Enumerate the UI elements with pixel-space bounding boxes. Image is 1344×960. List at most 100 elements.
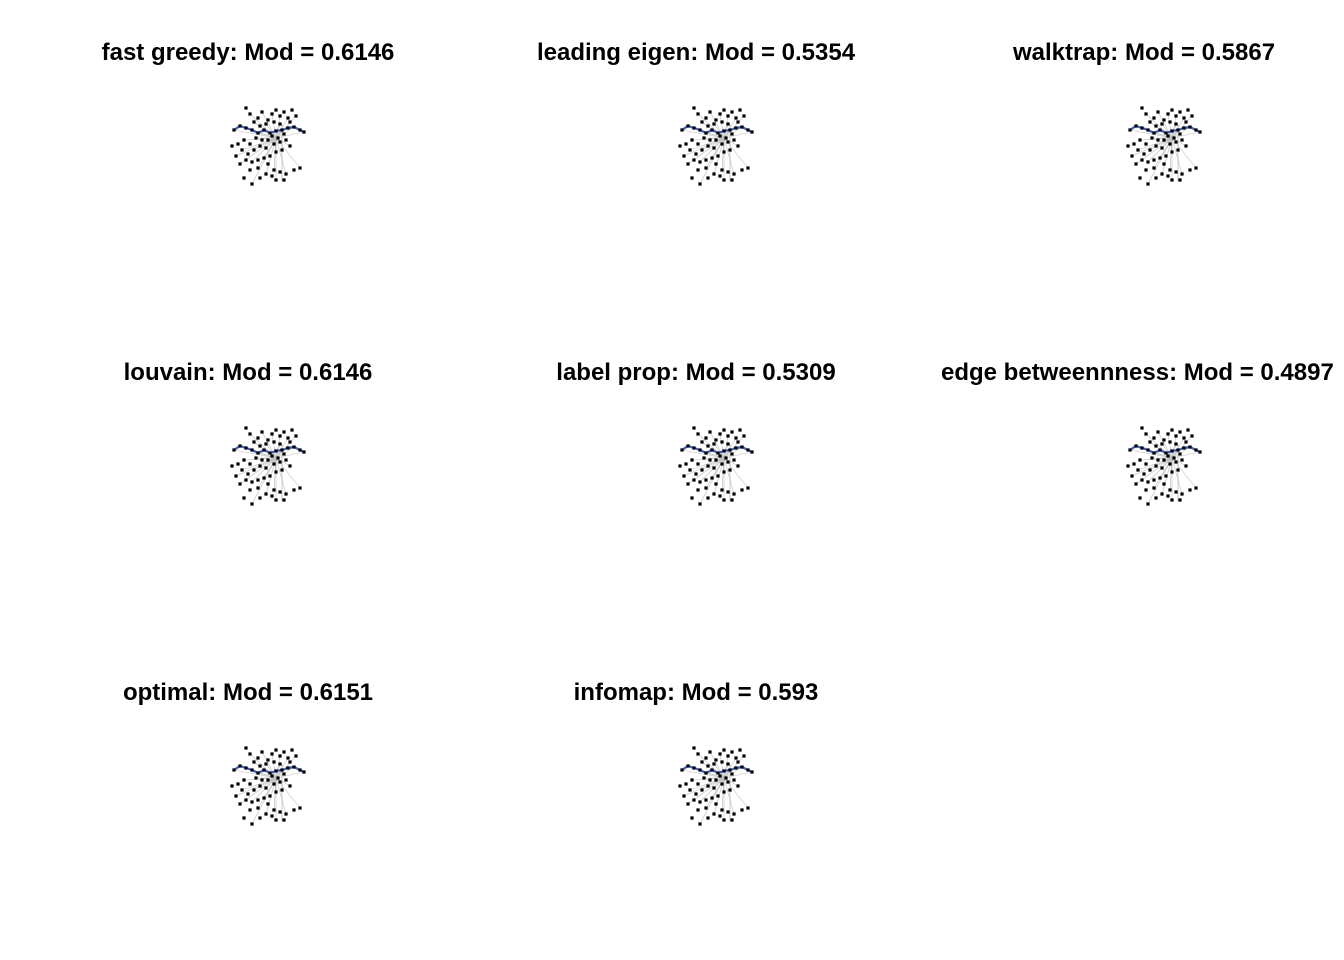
graph-node (686, 802, 690, 806)
graph-node (1152, 166, 1156, 170)
graph-node (242, 778, 246, 782)
graph-node (746, 486, 750, 490)
graph-node (712, 146, 716, 150)
graph-node (688, 468, 692, 472)
panel-leading-eigen: leading eigen: Mod = 0.5354 (472, 0, 920, 320)
graph-node (256, 131, 260, 135)
graph-node (704, 436, 708, 440)
graph-node (734, 766, 738, 770)
graph-edge (1171, 435, 1177, 459)
graph-node (1144, 488, 1148, 492)
graph-edge (243, 137, 277, 141)
graph-node (1182, 446, 1186, 450)
graph-node (1158, 128, 1162, 132)
graph-node (252, 760, 256, 764)
graph-node (698, 160, 702, 164)
graph-node (692, 426, 696, 430)
network-graph (1126, 426, 1202, 506)
graph-node (742, 754, 746, 758)
graph-node (284, 812, 288, 816)
graph-edge (241, 137, 277, 151)
panel-title: leading eigen: Mod = 0.5354 (536, 39, 856, 66)
network-graph (678, 426, 754, 506)
graph-node (268, 451, 272, 455)
panel-title: label prop: Mod = 0.5309 (556, 359, 836, 386)
graph-node (258, 464, 262, 468)
graph-node (298, 128, 302, 132)
graph-node (700, 120, 704, 124)
graph-node (1154, 496, 1158, 500)
graph-node (704, 798, 708, 802)
graph-node (258, 816, 262, 820)
graph-node (714, 162, 718, 166)
graph-node (286, 126, 290, 130)
graph-node (746, 166, 750, 170)
graph-node (1174, 140, 1178, 144)
graph-edge (275, 755, 281, 779)
graph-edge (275, 137, 287, 175)
graph-node (268, 771, 272, 775)
graph-node (260, 458, 264, 462)
graph-node (686, 482, 690, 486)
graph-node (1154, 464, 1158, 468)
graph-node (292, 168, 296, 172)
graph-node (288, 464, 292, 468)
graph-edge (1145, 113, 1173, 139)
graph-node (1162, 482, 1166, 486)
graph-node (720, 168, 724, 172)
graph-node (714, 118, 718, 122)
graph-node (712, 762, 716, 766)
graph-node (1156, 430, 1160, 434)
graph-node (726, 810, 730, 814)
graph-node (728, 148, 732, 152)
graph-edge (689, 137, 725, 151)
graph-node (1170, 428, 1174, 432)
graph-edge (689, 777, 725, 791)
graph-node (726, 754, 730, 758)
graph-node (244, 766, 248, 770)
graph-edge (713, 763, 725, 779)
graph-node (704, 116, 708, 120)
graph-node (240, 788, 244, 792)
graph-node (272, 142, 276, 146)
graph-edge (243, 457, 277, 461)
graph-edge (233, 769, 277, 779)
graph-node (298, 806, 302, 810)
graph-node (734, 436, 738, 440)
graph-node (694, 152, 698, 156)
graph-node (1168, 440, 1172, 444)
graph-node (272, 462, 276, 466)
graph-node (724, 136, 728, 140)
graph-edge (683, 457, 725, 477)
graph-node (284, 458, 288, 462)
graph-node (694, 472, 698, 476)
graph-node (720, 440, 724, 444)
network-graph (1126, 106, 1202, 186)
graph-edge (723, 435, 729, 459)
graph-node (1168, 142, 1172, 146)
graph-node (700, 440, 704, 444)
graph-node (266, 802, 270, 806)
graph-node (710, 796, 714, 800)
graph-node (244, 106, 248, 110)
graph-node (278, 434, 282, 438)
graph-edge (1157, 431, 1173, 459)
graph-node (718, 494, 722, 498)
graph-node (1150, 456, 1154, 460)
graph-node (268, 794, 272, 798)
graph-edge (271, 113, 277, 139)
graph-node (1154, 124, 1158, 128)
graph-node (726, 780, 730, 784)
graph-node (1138, 176, 1142, 180)
graph-node (1174, 122, 1178, 126)
graph-node (1174, 170, 1178, 174)
graph-edge (721, 137, 725, 171)
graph-node (696, 112, 700, 116)
graph-node (1160, 172, 1164, 176)
graph-node (700, 148, 704, 152)
graph-edge (713, 123, 725, 139)
graph-edge (275, 435, 297, 459)
graph-node (692, 446, 696, 450)
graph-node (718, 112, 722, 116)
graph-edge (699, 137, 725, 163)
